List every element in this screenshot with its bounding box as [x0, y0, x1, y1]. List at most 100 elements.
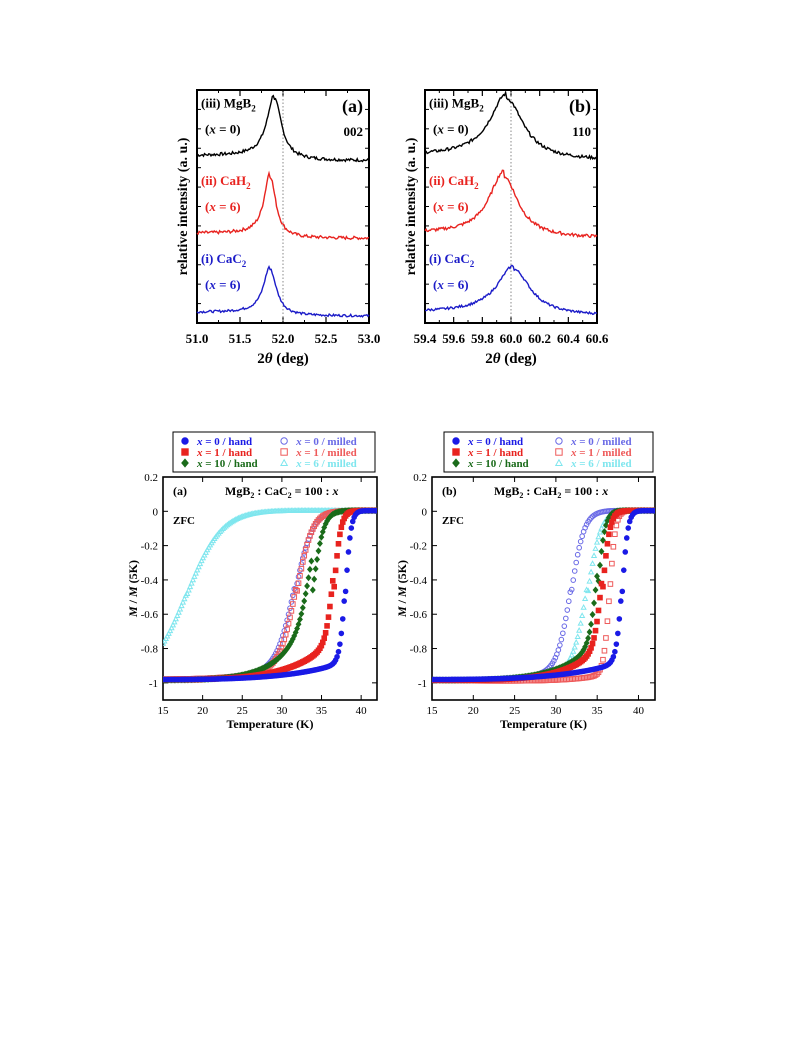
data-marker: [338, 524, 345, 531]
data-marker: [568, 651, 575, 658]
data-marker: [176, 605, 184, 612]
data-marker: [610, 543, 617, 550]
data-marker: [304, 582, 311, 590]
data-marker: [613, 522, 620, 529]
data-marker: [561, 676, 568, 683]
data-marker: [184, 590, 191, 597]
data-marker: [558, 676, 565, 683]
data-marker: [591, 635, 597, 641]
y-tick-label: -0.2: [410, 541, 427, 553]
x-axis-label: Temperature (K): [227, 717, 314, 731]
legend-label: x = 0 / hand: [467, 436, 523, 448]
data-marker: [609, 560, 615, 567]
data-marker: [565, 598, 572, 605]
legend-label: x = 1 / hand: [467, 447, 523, 459]
series-label: (ii) CaH2: [429, 173, 479, 191]
x-tick-label: 60.0: [500, 331, 523, 346]
data-marker: [342, 588, 349, 595]
x-tick-label: 20: [468, 705, 480, 717]
x-tick-label: 52.0: [272, 331, 295, 346]
data-marker: [288, 608, 295, 614]
legend-box: [172, 431, 376, 473]
data-marker: [603, 552, 609, 559]
x-tick-label: 60.6: [586, 331, 609, 346]
data-marker: [591, 599, 597, 607]
legend-label: x = 10 / hand: [196, 458, 258, 470]
peak-label: 110: [572, 124, 591, 139]
data-marker: [560, 630, 566, 637]
data-marker: [334, 653, 340, 660]
data-marker: [603, 635, 609, 641]
y-axis-label: relative intensity (a. u.): [404, 137, 419, 275]
data-marker: [585, 634, 592, 642]
data-marker: [619, 588, 626, 595]
x-tick-label: 30: [550, 705, 562, 717]
xrd-panel-xrd-110: 59.4 59.6 59.8 60.0 60.2 60.4 60.6 (iii) MgB2 (x…: [404, 89, 609, 367]
data-marker: [314, 555, 321, 563]
data-marker: [199, 554, 207, 561]
data-marker: [291, 594, 298, 600]
x-tick-label: 51.5: [229, 331, 252, 346]
series-label: (i) CaC2: [201, 251, 247, 269]
x-tick-label: 51.0: [186, 331, 209, 346]
data-marker: [588, 620, 595, 628]
data-marker: [186, 583, 194, 590]
data-marker: [191, 573, 198, 579]
mode-label: ZFC: [442, 515, 464, 527]
legend-label: x = 10 / hand: [467, 458, 529, 470]
data-marker: [301, 597, 308, 605]
data-marker: [595, 533, 602, 540]
data-marker: [316, 539, 323, 548]
legend-label: x = 6 / milled: [570, 458, 632, 470]
series-label: (iii) MgB2: [201, 96, 256, 114]
data-marker: [582, 524, 588, 531]
data-marker: [307, 533, 313, 539]
data-marker: [618, 598, 624, 604]
data-marker: [552, 677, 559, 683]
data-marker: [601, 567, 608, 574]
data-marker: [175, 609, 182, 615]
data-marker: [341, 598, 347, 604]
y-tick-label: 0: [153, 506, 159, 518]
data-marker: [178, 602, 185, 609]
data-marker: [602, 521, 609, 529]
data-marker: [219, 525, 227, 532]
data-marker: [331, 583, 337, 590]
data-marker: [185, 586, 192, 593]
data-marker: [301, 550, 308, 556]
y-axis-label: relative intensity (a. u.): [176, 137, 191, 275]
data-marker: [558, 636, 565, 643]
data-marker: [549, 677, 556, 683]
data-marker: [287, 614, 293, 621]
data-marker: [571, 568, 578, 574]
data-marker: [589, 640, 596, 647]
data-marker: [172, 615, 179, 622]
x-tick-label: 20: [197, 705, 209, 717]
legend-label: x = 0 / milled: [295, 436, 357, 448]
data-marker: [294, 625, 301, 633]
data-marker: [337, 531, 343, 538]
data-marker: [290, 601, 296, 607]
data-marker: [189, 576, 197, 583]
x-axis-label: 2θ (deg): [485, 351, 537, 367]
data-marker: [284, 626, 290, 633]
x-tick-label: 53.0: [358, 331, 381, 346]
data-marker: [322, 630, 329, 636]
data-marker: [577, 538, 584, 545]
data-marker: [299, 604, 306, 612]
xrd-curve: [425, 264, 598, 316]
legend-label: x = 1 / milled: [295, 447, 357, 459]
data-marker: [297, 615, 303, 623]
data-marker: [601, 528, 608, 536]
data-marker: [574, 633, 581, 640]
panel-label: (a): [342, 96, 363, 117]
data-marker: [598, 524, 605, 531]
data-marker: [577, 620, 584, 626]
data-marker: [589, 560, 596, 566]
x-tick-label: 35: [316, 705, 328, 717]
y-tick-label: -0.6: [410, 609, 428, 621]
data-marker: [168, 624, 175, 631]
panel-label: (b): [569, 96, 591, 117]
data-marker: [338, 630, 345, 637]
